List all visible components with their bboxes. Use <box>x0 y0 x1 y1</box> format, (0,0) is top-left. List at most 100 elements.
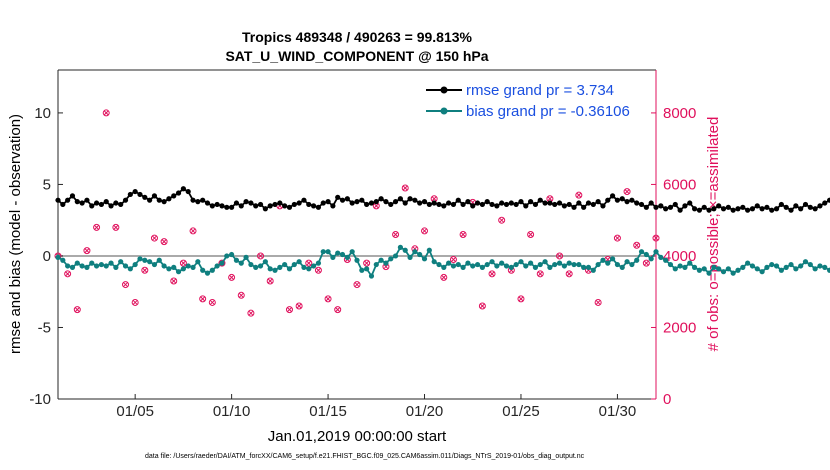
rmse-point <box>301 197 307 203</box>
bias-point <box>571 261 577 268</box>
left-y-tick-label: -5 <box>38 319 51 336</box>
bias-point <box>315 260 322 266</box>
bias-point <box>479 264 485 270</box>
x-tick-label: 01/20 <box>406 403 444 420</box>
rmse-point <box>335 194 341 200</box>
rmse-point <box>489 201 495 208</box>
rmse-point <box>69 193 76 199</box>
bias-point <box>701 266 707 272</box>
bias-point <box>335 250 341 256</box>
rmse-point <box>147 197 153 203</box>
bias-point <box>585 264 592 270</box>
bias-point <box>219 260 225 266</box>
rmse-point <box>547 200 553 206</box>
rmse-point <box>339 197 346 203</box>
rmse-point <box>484 199 490 205</box>
bias-point <box>354 257 360 263</box>
bias-point <box>764 264 770 270</box>
rmse-point <box>55 197 61 203</box>
bias-point <box>257 263 264 269</box>
bias-point <box>127 266 133 272</box>
bias-point <box>773 263 780 269</box>
obs-count-point <box>314 266 322 274</box>
data-file-footer: data file: /Users/raeder/DAI/ATM_forcXX/… <box>145 453 585 460</box>
rmse-point <box>542 200 548 206</box>
bias-point <box>499 260 505 266</box>
bias-point <box>282 261 288 268</box>
rmse-point <box>291 201 297 208</box>
rmse-point <box>113 200 119 206</box>
bias-point <box>291 261 297 268</box>
x-axis-label: Jan.01,2019 00:00:00 start <box>268 428 447 445</box>
rmse-point <box>171 193 177 199</box>
x-tick-label: 01/10 <box>213 403 251 420</box>
rmse-point <box>224 204 230 210</box>
obs-count-point <box>305 259 313 267</box>
legend-rmse-swatch-marker <box>440 86 448 94</box>
rmse-point <box>499 200 505 206</box>
obs-count-point <box>64 270 72 278</box>
rmse-point <box>238 203 244 209</box>
rmse-point <box>682 203 688 209</box>
bias-point <box>532 264 539 270</box>
bias-point <box>60 257 66 263</box>
bias-point <box>769 261 775 268</box>
rmse-point <box>614 197 621 203</box>
x-tick-label: 01/30 <box>599 403 637 420</box>
bias-point <box>730 270 736 276</box>
bias-point <box>740 264 746 270</box>
bias-point <box>431 259 437 265</box>
bias-point <box>204 270 211 276</box>
rmse-point <box>523 203 529 209</box>
bias-point <box>253 264 259 270</box>
bias-point <box>817 263 823 269</box>
obs-count-point <box>633 241 641 249</box>
rmse-point <box>65 197 71 203</box>
rmse-point <box>431 200 437 206</box>
rmse-point <box>460 201 466 208</box>
rmse-point <box>817 203 823 209</box>
obs-count-point <box>382 263 390 271</box>
rmse-point <box>60 201 66 208</box>
obs-count-point <box>392 231 400 238</box>
rmse-point <box>455 197 461 203</box>
bias-point <box>595 261 601 268</box>
obs-count-point <box>623 188 631 196</box>
rmse-point <box>609 193 616 199</box>
bias-point <box>460 264 466 270</box>
left-y-ticks: -10 -5 0 5 10 <box>29 105 63 408</box>
rmse-point <box>354 199 360 205</box>
bias-point <box>339 251 346 258</box>
bias-point <box>108 260 114 266</box>
bias-point <box>528 260 534 266</box>
rmse-point <box>576 200 582 206</box>
bias-point <box>55 254 61 260</box>
obs-count-point <box>170 277 178 285</box>
bias-point <box>161 263 167 269</box>
rmse-point <box>190 197 196 203</box>
bias-point <box>518 259 524 265</box>
rmse-point <box>528 199 534 205</box>
obs-count-point <box>363 259 371 267</box>
bias-point <box>388 256 394 262</box>
rmse-point <box>277 200 283 206</box>
rmse-point <box>561 203 567 209</box>
bias-point <box>132 261 138 268</box>
bias-point <box>373 261 379 268</box>
bias-point <box>503 263 510 269</box>
rmse-point <box>827 197 830 203</box>
rmse-point <box>103 199 109 205</box>
rmse-point <box>185 188 191 195</box>
bias-point <box>634 257 640 263</box>
rmse-point <box>349 200 355 206</box>
rmse-point <box>503 201 510 208</box>
left-y-tick-label: 5 <box>43 176 51 193</box>
x-tick-label: 01/05 <box>116 403 154 420</box>
bias-point <box>267 266 273 272</box>
bias-point <box>552 261 558 268</box>
bias-point <box>397 244 404 250</box>
obs-count-point <box>102 109 110 117</box>
obs-count-point <box>122 281 130 289</box>
bias-point <box>248 261 254 268</box>
